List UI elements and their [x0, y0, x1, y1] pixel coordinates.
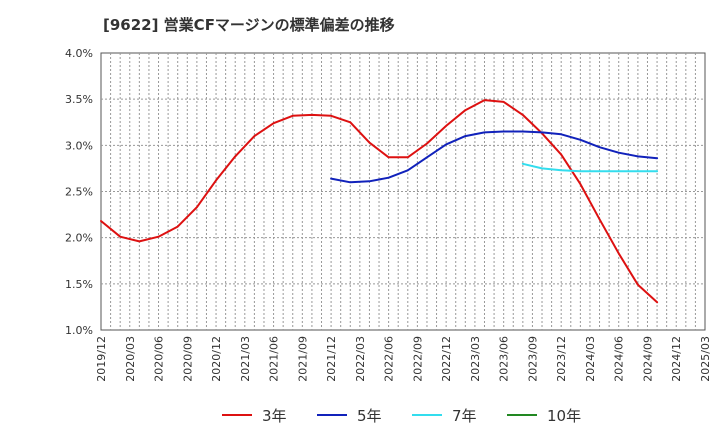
x-tick-label: 2024/06	[613, 336, 626, 382]
x-tick-label: 2021/12	[325, 336, 338, 382]
legend-swatch	[222, 414, 252, 416]
legend-item: 5年	[317, 400, 382, 430]
y-tick-label: 3.5%	[65, 93, 93, 106]
legend-label: 3年	[262, 406, 287, 425]
legend-label: 7年	[452, 406, 477, 425]
legend-item: 7年	[412, 400, 477, 430]
legend-swatch	[412, 414, 442, 416]
x-tick-label: 2021/03	[239, 336, 252, 382]
y-tick-label: 2.5%	[65, 186, 93, 199]
legend-swatch	[317, 414, 347, 416]
y-tick-label: 1.5%	[65, 278, 93, 291]
x-tick-label: 2020/09	[181, 336, 194, 382]
x-tick-label: 2020/12	[210, 336, 223, 382]
legend-label: 10年	[547, 406, 582, 425]
series-line-7年	[521, 162, 659, 173]
x-tick-label: 2023/03	[469, 336, 482, 382]
y-tick-label: 2.0%	[65, 232, 93, 245]
x-tick-label: 2024/03	[584, 336, 597, 382]
x-tick-label: 2023/12	[555, 336, 568, 382]
legend-item: 10年	[507, 400, 581, 430]
grid-lines	[101, 53, 705, 330]
x-tick-label: 2022/09	[411, 336, 424, 382]
y-tick-label: 3.0%	[65, 139, 93, 152]
legend-label: 5年	[357, 406, 382, 425]
series-line-5年	[330, 130, 659, 184]
y-tick-label: 4.0%	[65, 47, 93, 60]
x-tick-label: 2023/09	[526, 336, 539, 382]
x-tick-label: 2021/06	[268, 336, 281, 382]
y-axis: 4.0% 3.5% 3.0% 2.5% 2.0% 1.5% 1.0%	[65, 47, 93, 337]
x-tick-label: 2025/03	[699, 336, 712, 382]
x-tick-label: 2020/06	[153, 336, 166, 382]
series-line-3年	[100, 99, 659, 304]
x-tick-label: 2022/12	[440, 336, 453, 382]
x-tick-label: 2022/06	[383, 336, 396, 382]
x-tick-label: 2024/12	[670, 336, 683, 382]
x-tick-label: 2023/06	[498, 336, 511, 382]
x-tick-label: 2019/12	[95, 336, 108, 382]
legend: 3年 5年 7年 10年	[0, 400, 720, 430]
x-tick-label: 2020/03	[124, 336, 137, 382]
x-tick-label: 2022/03	[354, 336, 367, 382]
series-lines	[100, 99, 659, 304]
y-tick-label: 1.0%	[65, 324, 93, 337]
chart-title: [9622] 営業CFマージンの標準偏差の推移	[103, 16, 395, 34]
x-tick-label: 2024/09	[641, 336, 654, 382]
legend-item: 3年	[222, 400, 287, 430]
legend-swatch	[507, 414, 537, 416]
x-axis: 2019/12 2020/03 2020/06 2020/09 2020/12 2021/…	[95, 336, 712, 382]
x-tick-label: 2021/09	[296, 336, 309, 382]
